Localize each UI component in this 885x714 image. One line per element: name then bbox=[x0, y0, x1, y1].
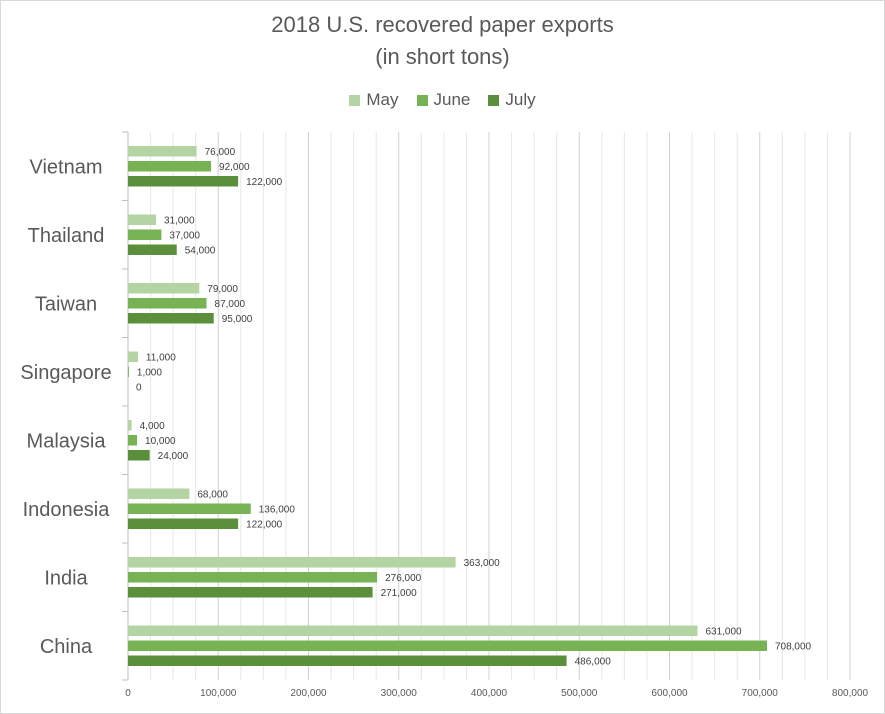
bar-china-july bbox=[128, 655, 567, 666]
bar-indonesia-may bbox=[128, 488, 190, 499]
data-label-vietnam-may: 76,000 bbox=[205, 147, 236, 158]
data-label-indonesia-july: 122,000 bbox=[246, 520, 283, 531]
data-label-vietnam-july: 122,000 bbox=[246, 177, 283, 188]
legend-label-june: June bbox=[433, 90, 471, 109]
category-label-malaysia: Malaysia bbox=[27, 430, 107, 452]
legend-swatch-june bbox=[416, 94, 428, 106]
data-label-china-june: 708,000 bbox=[775, 642, 812, 653]
chart-title: 2018 U.S. recovered paper exports bbox=[271, 12, 614, 37]
bar-china-june bbox=[128, 640, 767, 651]
bar-indonesia-july bbox=[128, 518, 239, 529]
bar-malaysia-july bbox=[128, 450, 150, 461]
x-tick-label: 800,000 bbox=[832, 688, 869, 699]
data-label-malaysia-may: 4,000 bbox=[140, 421, 165, 432]
data-label-malaysia-july: 24,000 bbox=[158, 451, 189, 462]
data-label-indonesia-may: 68,000 bbox=[197, 490, 228, 501]
x-tick-label: 200,000 bbox=[290, 688, 327, 699]
category-label-india: India bbox=[44, 567, 88, 589]
bar-singapore-may bbox=[128, 351, 138, 362]
bar-india-may bbox=[128, 557, 456, 568]
bar-singapore-june bbox=[128, 366, 129, 377]
data-label-singapore-july: 0 bbox=[136, 383, 142, 394]
category-label-taiwan: Taiwan bbox=[35, 293, 97, 315]
category-label-china: China bbox=[40, 636, 93, 658]
legend-item-june: June bbox=[416, 90, 471, 110]
bar-india-june bbox=[128, 572, 378, 583]
data-label-taiwan-july: 95,000 bbox=[222, 314, 253, 325]
legend-swatch-may bbox=[349, 94, 361, 106]
x-tick-label: 300,000 bbox=[381, 688, 418, 699]
x-tick-label: 100,000 bbox=[200, 688, 237, 699]
bar-malaysia-may bbox=[128, 420, 132, 431]
bar-thailand-may bbox=[128, 214, 156, 225]
legend: May June July bbox=[0, 90, 885, 110]
bar-thailand-july bbox=[128, 244, 177, 255]
legend-label-july: July bbox=[505, 90, 536, 109]
bar-china-may bbox=[128, 625, 698, 636]
data-label-thailand-july: 54,000 bbox=[185, 246, 216, 257]
category-label-indonesia: Indonesia bbox=[23, 499, 111, 521]
category-label-thailand: Thailand bbox=[28, 225, 105, 247]
data-label-singapore-june: 1,000 bbox=[137, 368, 162, 379]
bar-india-july bbox=[128, 587, 373, 598]
category-label-vietnam: Vietnam bbox=[29, 156, 102, 178]
data-label-thailand-june: 37,000 bbox=[169, 231, 200, 242]
bar-vietnam-june bbox=[128, 161, 212, 172]
legend-item-may: May bbox=[349, 90, 399, 110]
data-label-malaysia-june: 10,000 bbox=[145, 436, 176, 447]
x-tick-label: 500,000 bbox=[561, 688, 598, 699]
legend-label-may: May bbox=[366, 90, 399, 109]
bar-taiwan-july bbox=[128, 313, 214, 324]
data-label-india-june: 276,000 bbox=[385, 573, 422, 584]
x-tick-label: 700,000 bbox=[742, 688, 779, 699]
bar-taiwan-june bbox=[128, 298, 207, 309]
legend-item-july: July bbox=[488, 90, 536, 110]
bar-thailand-june bbox=[128, 229, 162, 240]
data-label-india-july: 271,000 bbox=[381, 588, 418, 599]
bar-malaysia-june bbox=[128, 435, 138, 446]
data-label-indonesia-june: 136,000 bbox=[259, 505, 296, 516]
data-label-taiwan-june: 87,000 bbox=[215, 299, 246, 310]
x-tick-label: 0 bbox=[125, 688, 131, 699]
bar-vietnam-july bbox=[128, 176, 239, 187]
bar-indonesia-june bbox=[128, 503, 251, 514]
data-label-india-may: 363,000 bbox=[464, 558, 501, 569]
data-label-thailand-may: 31,000 bbox=[164, 216, 195, 227]
bar-vietnam-may bbox=[128, 146, 197, 157]
data-label-taiwan-may: 79,000 bbox=[207, 284, 238, 295]
x-tick-label: 600,000 bbox=[651, 688, 688, 699]
data-label-singapore-may: 11,000 bbox=[146, 353, 176, 364]
bar-taiwan-may bbox=[128, 283, 200, 294]
chart-subtitle: (in short tons) bbox=[375, 44, 510, 69]
data-label-china-may: 631,000 bbox=[705, 627, 742, 638]
x-tick-label: 400,000 bbox=[471, 688, 508, 699]
data-label-china-july: 486,000 bbox=[575, 657, 612, 668]
data-label-vietnam-june: 92,000 bbox=[219, 162, 250, 173]
category-label-singapore: Singapore bbox=[20, 362, 111, 384]
legend-swatch-july bbox=[488, 94, 500, 106]
